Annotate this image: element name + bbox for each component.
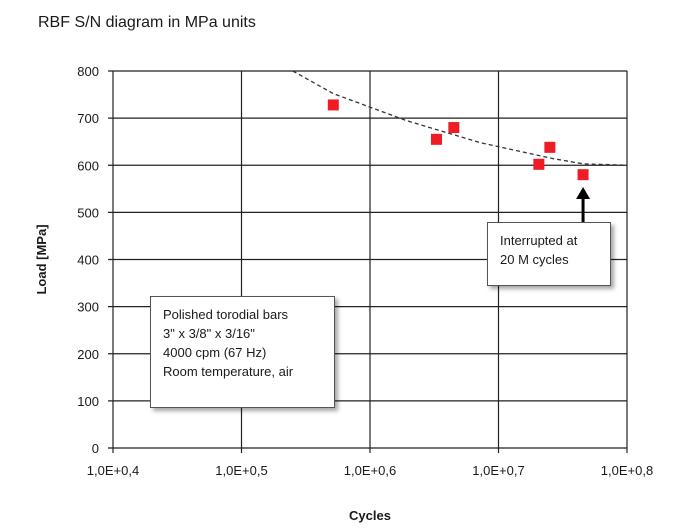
x-tick-label: 1,0E+0,5 [215, 463, 267, 478]
y-tick-label: 200 [77, 347, 99, 362]
x-tick-label: 1,0E+0,8 [601, 463, 653, 478]
y-tick-label: 700 [77, 111, 99, 126]
data-points [327, 99, 589, 181]
specimen-line: Polished torodial bars [163, 307, 289, 322]
x-axis-label: Cycles [349, 508, 391, 523]
y-tick-label: 0 [92, 441, 99, 456]
y-tick-label: 500 [77, 205, 99, 220]
data-point [430, 133, 442, 145]
specimen-line: 4000 cpm (67 Hz) [163, 345, 267, 360]
y-tick-label: 800 [77, 64, 99, 79]
x-tick-label: 1,0E+0,4 [87, 463, 139, 478]
y-axis-label: Load [MPa] [34, 224, 49, 294]
specimen-line: 3" x 3/8" x 3/16" [163, 326, 255, 341]
y-tick-label: 600 [77, 158, 99, 173]
y-tick-label: 400 [77, 253, 99, 268]
arrow-head [576, 187, 591, 199]
data-point [448, 122, 460, 134]
data-point [544, 141, 556, 153]
x-tick-label: 1,0E+0,6 [344, 463, 396, 478]
y-tick-label: 100 [77, 394, 99, 409]
data-point [327, 99, 339, 111]
specimen-line: Room temperature, air [163, 364, 294, 379]
interrupted-note: Interrupted at 20 M cycles [487, 222, 611, 286]
interrupted-line: Interrupted at [500, 233, 578, 248]
tick-labels: 1,0E+0,4 1,0E+0,5 1,0E+0,6 1,0E+0,7 1,0E+0,8… [77, 64, 653, 478]
interrupted-line: 20 M cycles [500, 252, 569, 267]
data-point [577, 169, 589, 181]
x-tick-label: 1,0E+0,7 [472, 463, 524, 478]
data-point [533, 158, 545, 170]
chart-title: RBF S/N diagram in MPa units [38, 14, 256, 31]
y-tick-label: 300 [77, 300, 99, 315]
specimen-note: Polished torodial bars 3" x 3/8" x 3/16"… [150, 296, 335, 408]
interrupt-arrow [576, 187, 591, 222]
